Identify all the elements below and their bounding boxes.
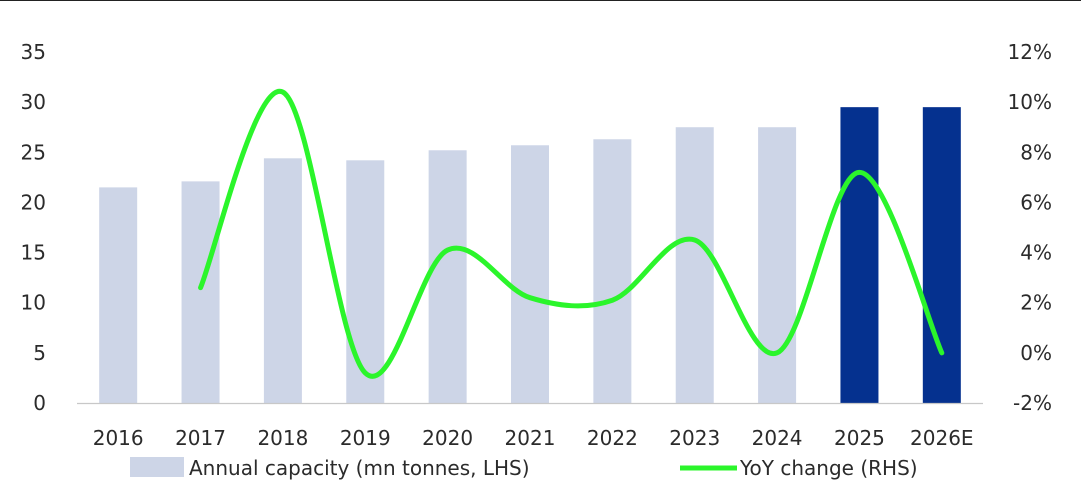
x-tick-label: 2024 (752, 426, 803, 450)
left-tick-label: 15 (21, 241, 46, 265)
x-tick-label: 2019 (340, 426, 391, 450)
legend-label-yoy: YoY change (RHS) (739, 456, 918, 480)
left-tick-label: 25 (21, 140, 46, 164)
legend-swatch-capacity (130, 457, 184, 477)
left-tick-label: 10 (21, 291, 46, 315)
right-tick-label: 10% (1008, 90, 1052, 114)
yoy-line (198, 89, 945, 379)
bar (511, 145, 549, 403)
x-tick-label: 2017 (175, 426, 226, 450)
right-tick-label: 8% (1020, 140, 1052, 164)
legend-label-capacity: Annual capacity (mn tonnes, LHS) (189, 456, 530, 480)
x-tick-label: 2016 (93, 426, 144, 450)
left-tick-label: 5 (33, 341, 46, 365)
left-tick-label: 20 (21, 190, 46, 214)
right-axis: -2% 0% 2% 4% 6% 8% 10% 12% (1008, 40, 1052, 415)
right-tick-label: 6% (1020, 190, 1052, 214)
bar-series (99, 107, 961, 404)
bar (758, 127, 797, 403)
right-tick-label: 4% (1020, 241, 1052, 265)
line-series (198, 89, 945, 379)
bar (346, 160, 385, 403)
top-rule (0, 0, 1081, 1)
right-tick-label: 0% (1020, 341, 1052, 365)
bar (840, 107, 879, 404)
bar (593, 139, 632, 403)
x-tick-label: 2021 (505, 426, 556, 450)
bar (922, 107, 961, 404)
bar (675, 127, 714, 403)
left-axis: 0 5 10 15 20 25 30 35 (21, 40, 46, 415)
left-tick-label: 35 (21, 40, 46, 64)
bar (263, 158, 302, 403)
x-axis: 2016 2017 2018 2019 2020 2021 2022 2023 2024 2025… (93, 426, 974, 450)
legend: Annual capacity (mn tonnes, LHS) YoY chan… (130, 456, 918, 480)
x-tick-label: 2022 (587, 426, 638, 450)
bar (181, 181, 220, 403)
bar (428, 150, 467, 403)
x-tick-label: 2023 (669, 426, 720, 450)
right-tick-label: 12% (1008, 40, 1052, 64)
x-tick-label: 2020 (422, 426, 473, 450)
right-tick-label: -2% (1013, 391, 1052, 415)
x-tick-label: 2018 (257, 426, 308, 450)
x-tick-label: 2026E (910, 426, 974, 450)
bar (99, 187, 138, 403)
right-tick-label: 2% (1020, 291, 1052, 315)
left-tick-label: 30 (21, 90, 46, 114)
left-tick-label: 0 (33, 391, 46, 415)
x-tick-label: 2025 (834, 426, 885, 450)
